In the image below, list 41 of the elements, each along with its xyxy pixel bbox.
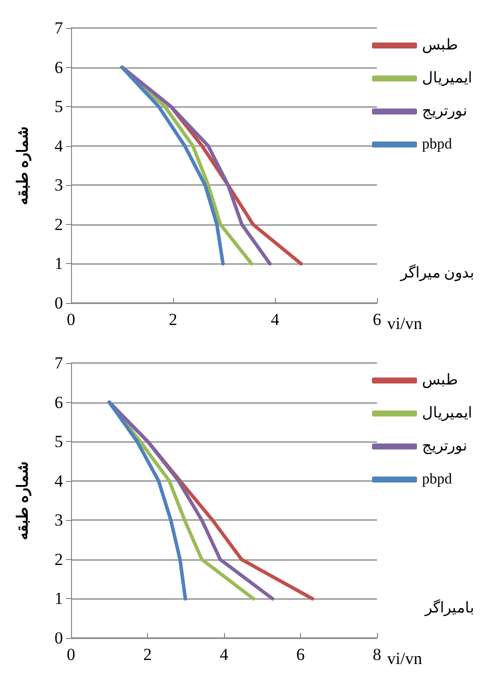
x-tick-label: 0 bbox=[66, 310, 76, 329]
x-axis-title: vi/vn bbox=[387, 649, 423, 668]
y-tick-label: 2 bbox=[54, 214, 63, 234]
x-tick-label: 2 bbox=[168, 310, 178, 329]
y-tick-label: 5 bbox=[54, 432, 63, 452]
y-tick-label: 7 bbox=[54, 354, 64, 372]
x-tick-label: 2 bbox=[143, 645, 152, 664]
y-tick-label: 1 bbox=[54, 254, 63, 274]
legend-label: نورتریج bbox=[422, 104, 467, 120]
x-tick-label: 8 bbox=[372, 645, 382, 664]
y-tick-label: 1 bbox=[54, 589, 63, 608]
x-tick-label: 4 bbox=[270, 310, 280, 329]
x-axis-title: vi/vn bbox=[387, 314, 423, 333]
y-tick-label: 0 bbox=[54, 294, 63, 312]
legend-label: طبس bbox=[422, 38, 458, 54]
x-tick-label: 0 bbox=[66, 645, 76, 664]
y-tick-label: 4 bbox=[54, 471, 64, 490]
legend-label: ایمیریال bbox=[422, 406, 472, 422]
legend-label: pbpd bbox=[422, 472, 452, 488]
x-tick-label: 6 bbox=[372, 310, 382, 329]
y-tick-label: 6 bbox=[54, 392, 63, 412]
x-tick-label: 6 bbox=[296, 645, 305, 664]
y-tick-label: 3 bbox=[54, 176, 63, 195]
line-series bbox=[108, 400, 188, 600]
x-tick-label: 4 bbox=[220, 645, 229, 664]
text: بدون میراگر bbox=[399, 264, 474, 282]
legend-label: ایمیریال bbox=[422, 70, 472, 86]
line-series bbox=[120, 66, 225, 266]
text: بامیراگر bbox=[424, 598, 474, 616]
y-tick-label: 0 bbox=[54, 628, 63, 648]
legend-label: pbpd bbox=[422, 136, 452, 152]
legend-label: نورتریج bbox=[422, 438, 467, 454]
y-axis-title: شماره طبقه bbox=[16, 461, 32, 540]
legend-label: طبس bbox=[422, 372, 458, 388]
y-tick-label: 5 bbox=[54, 97, 63, 116]
y-tick-label: 7 bbox=[54, 18, 64, 38]
y-tick-label: 6 bbox=[54, 58, 63, 77]
y-tick-label: 4 bbox=[54, 136, 64, 156]
y-axis-title: شماره طبقه bbox=[16, 126, 32, 205]
y-tick-label: 2 bbox=[54, 550, 63, 569]
y-tick-label: 3 bbox=[54, 510, 63, 530]
